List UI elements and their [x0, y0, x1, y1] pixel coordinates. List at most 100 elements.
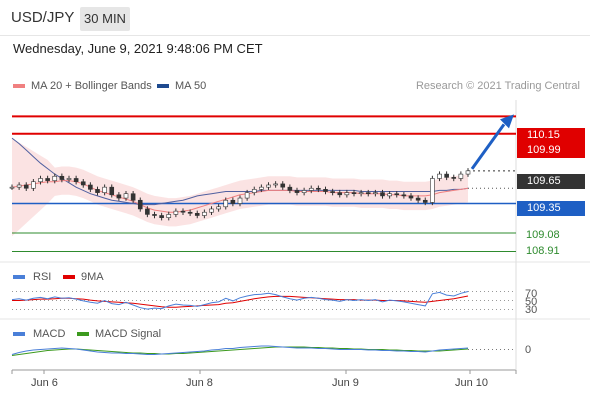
forecast-arrow-head [500, 114, 514, 129]
candle-body [109, 186, 115, 196]
candle-body [344, 192, 350, 196]
candle-body [223, 199, 229, 208]
candle-body [458, 173, 464, 179]
candle-body [137, 199, 143, 210]
rsi-tick-30: 30 [525, 304, 538, 316]
candle-body [308, 187, 314, 191]
candle-body [73, 178, 79, 183]
ma20-legend-swatch [13, 84, 25, 88]
candle-body [66, 178, 72, 180]
candle-body [273, 183, 278, 186]
candle-body [180, 210, 186, 213]
green-level-label-2: 108.91 [526, 245, 560, 257]
rsi-line [11, 291, 469, 310]
candle-body [259, 186, 264, 190]
candle-body [408, 195, 414, 199]
candle-body [451, 177, 457, 179]
symbol-title: USD/JPY [11, 9, 75, 26]
macd-tick-0: 0 [525, 344, 532, 356]
candle-body [323, 189, 328, 192]
candle-body [287, 186, 293, 191]
candle-body [123, 193, 129, 199]
candle-body [145, 208, 150, 215]
research-credit: Research © 2021 Trading Central [415, 80, 580, 92]
candle-body [358, 192, 364, 195]
x-tick-jun8: Jun 8 [186, 377, 213, 389]
candle-body [373, 192, 378, 195]
ma50-line [11, 137, 469, 206]
candle-body [266, 184, 271, 188]
candle-body [16, 184, 22, 188]
rsi-legend-label: RSI [33, 271, 52, 283]
candle-body [301, 190, 307, 193]
candle-body [9, 186, 15, 189]
candle-body [437, 173, 442, 179]
candle-body [59, 175, 65, 180]
ma20-legend-label: MA 20 + Bollinger Bands [31, 80, 152, 92]
candle-body [194, 213, 200, 216]
macd-signal-line [11, 346, 469, 356]
macd-legend-label: MACD [33, 328, 66, 340]
ma9-legend-label: 9MA [81, 271, 104, 283]
candle-body [116, 194, 122, 199]
candle-body [280, 183, 286, 188]
candle-body [230, 199, 236, 204]
candle-body [401, 194, 407, 197]
candle-body [152, 214, 157, 216]
candle-body [422, 199, 428, 203]
candle-body [415, 197, 421, 201]
candle-body [351, 192, 357, 195]
candle-body [337, 192, 343, 196]
rsi-tick-70: 70 [525, 288, 538, 300]
macd-signal-legend-swatch [77, 332, 89, 336]
ma20-line [11, 180, 469, 213]
candle-body [444, 173, 449, 178]
candle-body [38, 178, 43, 183]
macd-line [11, 345, 469, 355]
ma50-legend-label: MA 50 [175, 80, 207, 92]
candle-body [173, 210, 179, 215]
x-tick-jun6: Jun 6 [31, 377, 58, 389]
candle-body [102, 186, 107, 193]
ma50-legend-swatch [157, 84, 169, 88]
candle-body [330, 191, 335, 193]
candle-body [187, 211, 193, 214]
candle-body [95, 189, 100, 193]
candle-body [52, 175, 58, 181]
timeframe-badge[interactable]: 30 MIN [80, 7, 130, 31]
macd-signal-legend-label: MACD Signal [95, 328, 162, 340]
candle-body [387, 193, 392, 197]
green-level-label-1: 109.08 [526, 229, 560, 241]
candle-body [216, 206, 221, 210]
timestamp: Wednesday, June 9, 2021 9:48:06 PM CET [13, 41, 263, 56]
candle-body [209, 208, 214, 213]
candle-body [202, 211, 207, 216]
candle-body [237, 197, 243, 204]
ma9-legend-swatch [63, 275, 75, 279]
candle-body [80, 181, 86, 186]
candle-body [88, 184, 93, 190]
candle-body [430, 178, 435, 203]
candle-body [394, 193, 400, 196]
candle-body [465, 170, 471, 175]
candle-body [294, 190, 300, 193]
rsi-legend-swatch [13, 275, 25, 279]
forecast-arrow-shaft [470, 123, 506, 170]
candle-body [130, 193, 136, 201]
candle-body [45, 178, 50, 181]
rsi-tick-50: 50 [525, 296, 538, 308]
candle-body [159, 215, 164, 218]
candle-body [251, 189, 257, 193]
macd-legend-swatch [13, 332, 25, 336]
candle-body [365, 192, 371, 195]
resistance-label-2: 110.15 [517, 128, 585, 143]
x-tick-jun9: Jun 9 [332, 377, 359, 389]
x-tick-jun10: Jun 10 [455, 377, 489, 389]
resistance-label-1: 109.99 [517, 143, 585, 158]
header-divider [0, 35, 590, 36]
support-label: 109.35 [517, 201, 585, 216]
candle-body [316, 187, 321, 190]
bollinger-band-fill [12, 138, 468, 237]
last-price-label: 109.65 [517, 174, 585, 189]
